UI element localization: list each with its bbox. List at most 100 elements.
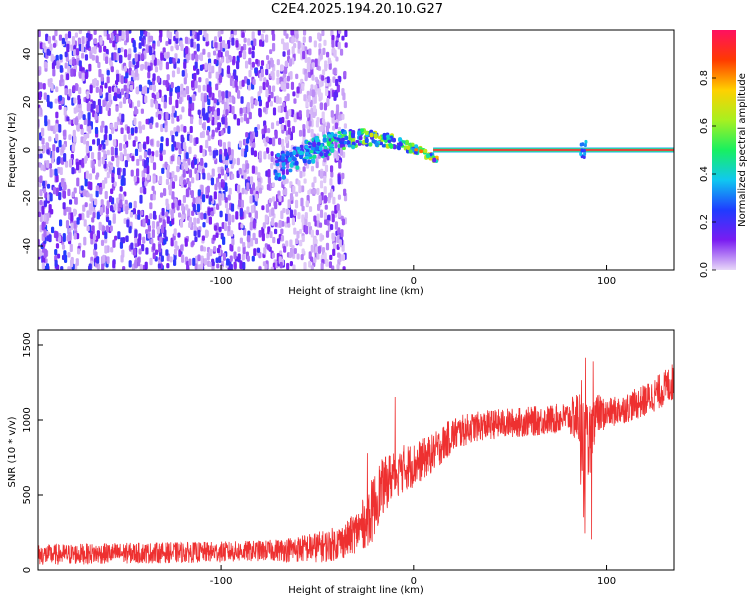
noise-cell — [295, 73, 299, 80]
noise-cell — [225, 160, 229, 166]
onset-cell — [381, 144, 386, 148]
noise-cell — [270, 122, 275, 130]
noise-cell — [275, 259, 279, 269]
noise-cell — [301, 214, 305, 223]
noise-cell — [235, 40, 239, 48]
noise-cell — [214, 41, 218, 49]
noise-cell — [234, 79, 238, 88]
noise-cell — [267, 153, 271, 160]
noise-cell — [335, 56, 339, 62]
noise-cell — [237, 253, 241, 260]
noise-cell — [104, 133, 108, 140]
noise-cell — [278, 195, 282, 202]
noise-cell — [250, 205, 255, 214]
noise-cell — [290, 248, 294, 257]
noise-cell — [225, 167, 230, 173]
noise-cell — [224, 148, 228, 157]
noise-cell — [42, 188, 47, 194]
noise-cell — [92, 139, 96, 145]
noise-cell — [180, 244, 184, 251]
noise-cell — [48, 163, 53, 169]
noise-cell — [218, 35, 223, 43]
noise-cell — [310, 265, 314, 270]
noise-cell — [147, 232, 151, 239]
noise-cell — [166, 74, 170, 81]
noise-cell — [72, 85, 76, 93]
x-tick-label: 0 — [411, 276, 417, 287]
noise-cell — [165, 137, 169, 147]
noise-cell — [224, 173, 228, 181]
noise-cell — [169, 130, 174, 137]
noise-cell — [338, 30, 342, 34]
noise-cell — [99, 207, 104, 216]
noise-cell — [205, 41, 209, 47]
snr-xlabel: Height of straight line (km) — [288, 585, 424, 596]
noise-cell — [301, 235, 305, 243]
noise-cell — [128, 260, 132, 268]
noise-cell — [95, 86, 99, 93]
onset-cell — [428, 157, 433, 161]
noise-cell — [201, 123, 205, 129]
x-tick-label: 100 — [597, 276, 616, 287]
noise-cell — [138, 143, 142, 153]
noise-cell — [316, 79, 320, 85]
noise-cell — [145, 118, 149, 125]
noise-cell — [224, 197, 228, 203]
noise-cell — [86, 102, 90, 112]
onset-cell — [322, 134, 327, 139]
noise-cell — [336, 263, 340, 270]
noise-cell — [106, 200, 110, 209]
noise-cell — [63, 153, 67, 162]
noise-cell — [58, 235, 62, 243]
noise-cell — [136, 158, 140, 166]
noise-cell — [135, 168, 140, 177]
noise-cell — [70, 212, 74, 222]
noise-cell — [282, 101, 286, 108]
noise-cell — [189, 134, 193, 144]
noise-cell — [93, 243, 98, 250]
noise-cell — [250, 216, 254, 224]
noise-cell — [115, 105, 119, 112]
noise-cell — [233, 251, 237, 260]
noise-cell — [270, 266, 274, 270]
noise-cell — [329, 224, 334, 231]
noise-cell — [41, 137, 45, 145]
noise-cell — [146, 165, 150, 175]
noise-cell — [267, 85, 272, 95]
noise-cell — [115, 33, 119, 43]
noise-cell — [339, 147, 343, 156]
figure-title: C2E4.2025.194.20.10.G27 — [271, 2, 443, 17]
noise-cell — [157, 103, 161, 110]
noise-cell — [54, 249, 58, 256]
noise-cell — [191, 210, 195, 216]
onset-cell — [398, 141, 403, 147]
noise-cell — [137, 257, 141, 267]
noise-cell — [68, 88, 72, 97]
noise-cell — [287, 222, 291, 228]
noise-cell — [96, 138, 101, 147]
noise-cell — [87, 118, 91, 127]
noise-cell — [301, 83, 305, 91]
noise-cell — [218, 139, 223, 147]
noise-cell — [204, 229, 209, 239]
noise-cell — [243, 37, 247, 43]
noise-cell — [329, 254, 333, 261]
noise-cell — [49, 193, 53, 202]
noise-cell — [56, 253, 61, 259]
noise-cell — [46, 149, 50, 155]
noise-cell — [227, 225, 231, 232]
noise-cell — [240, 116, 244, 123]
noise-cell — [297, 48, 301, 54]
noise-cell — [212, 50, 217, 56]
noise-cell — [296, 253, 300, 260]
noise-cell — [215, 232, 219, 238]
onset-cell — [419, 149, 424, 154]
noise-cell — [213, 58, 217, 65]
noise-cell — [314, 58, 318, 68]
noise-cell — [159, 236, 163, 243]
noise-cell — [52, 186, 57, 195]
onset-cell — [330, 147, 335, 153]
noise-cell — [50, 53, 54, 62]
noise-cell — [233, 113, 237, 120]
noise-cell — [227, 147, 231, 155]
